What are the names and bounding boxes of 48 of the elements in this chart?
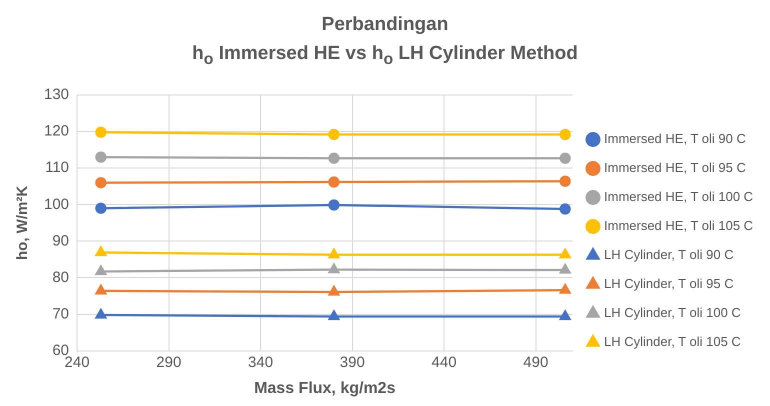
point <box>560 248 571 258</box>
point <box>95 246 106 256</box>
point <box>328 152 340 164</box>
point <box>328 176 340 188</box>
point <box>95 284 106 294</box>
point <box>560 264 571 274</box>
point <box>328 128 340 140</box>
legend-label: LH Cylinder, T oli 100 C <box>604 305 741 320</box>
point <box>95 202 107 214</box>
point <box>95 177 107 188</box>
point <box>560 284 571 294</box>
x-tick-label: 490 <box>523 354 548 371</box>
point <box>560 152 571 164</box>
point <box>95 265 106 276</box>
y-axis-title: ho, W/m²K <box>14 186 32 260</box>
legend-label: Immersed HE, T oli 105 C <box>604 218 754 234</box>
point <box>328 264 340 274</box>
y-tick-label: 130 <box>44 86 70 104</box>
point <box>95 152 107 163</box>
y-tick-label: 80 <box>52 268 70 286</box>
point <box>95 126 107 138</box>
point <box>560 128 571 140</box>
point <box>95 308 106 319</box>
y-tick-label: 110 <box>45 159 70 176</box>
y-tick-label: 90 <box>52 232 70 250</box>
point <box>328 248 340 258</box>
point <box>560 310 571 320</box>
point <box>328 286 340 296</box>
legend-label: Immersed HE, T oli 90 C <box>604 131 746 146</box>
y-tick-label: 120 <box>44 122 70 140</box>
legend-label: LH Cylinder, T oli 95 C <box>604 276 734 292</box>
x-tick-label: 440 <box>432 354 457 371</box>
point <box>328 199 340 211</box>
x-tick-label: 290 <box>156 354 182 371</box>
legend-label: LH Cylinder, T oli 105 C <box>604 334 741 350</box>
y-tick-label: 70 <box>52 305 70 322</box>
legend-label: LH Cylinder, T oli 90 C <box>604 247 734 262</box>
x-tick-label: 240 <box>64 354 90 371</box>
legend-label: Immersed HE, T oli 95 C <box>604 160 746 176</box>
point <box>328 310 340 320</box>
x-axis-title: Mass Flux, kg/m2s <box>254 380 396 397</box>
point <box>560 203 571 215</box>
point <box>560 176 571 187</box>
chart-title: Perbandingan h$_{o}$ Immersed HE vs h$_{o}$ LH Cylinder Method <box>192 14 578 68</box>
legend-label: Immersed HE, T oli 100 C <box>604 189 754 204</box>
x-tick-label: 340 <box>248 354 274 371</box>
x-tick-label: 390 <box>340 354 365 371</box>
y-tick-label: 100 <box>44 196 70 213</box>
